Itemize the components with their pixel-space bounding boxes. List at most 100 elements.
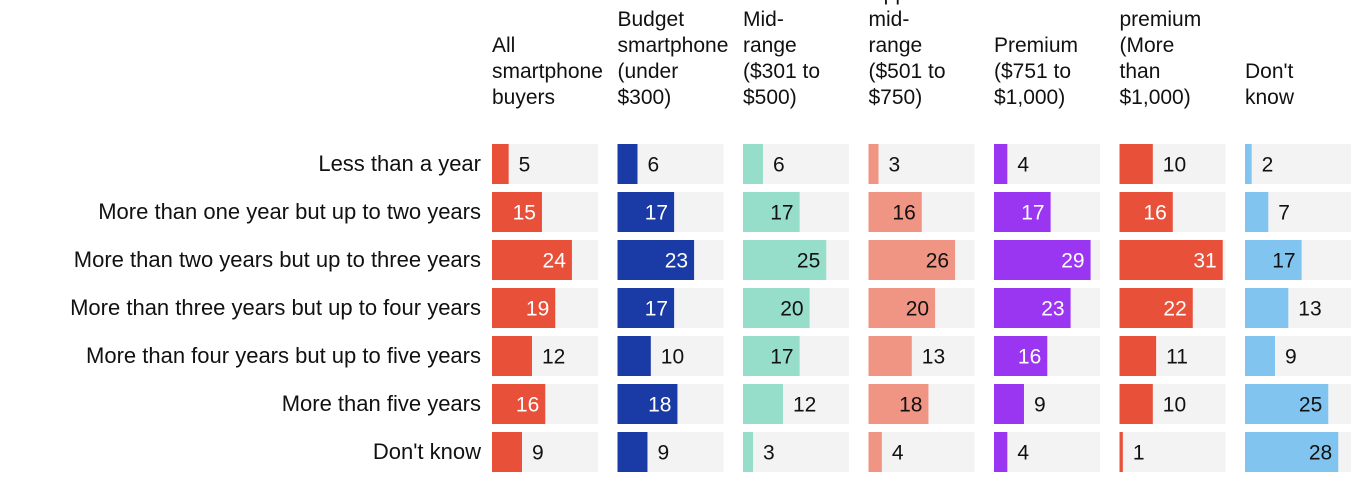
data-label: 23 bbox=[665, 250, 688, 273]
bar bbox=[743, 432, 753, 472]
column-header-line: $1,000) bbox=[994, 86, 1065, 109]
data-label: 16 bbox=[1018, 346, 1041, 369]
bar bbox=[492, 336, 532, 376]
bar bbox=[743, 384, 783, 424]
bar bbox=[1245, 240, 1302, 280]
bar bbox=[868, 336, 912, 376]
column-header-line: ($301 to bbox=[743, 60, 820, 83]
bar-track bbox=[1245, 144, 1351, 184]
data-label: 7 bbox=[1278, 202, 1290, 225]
bar-track bbox=[868, 144, 975, 184]
bar bbox=[1119, 432, 1123, 472]
bar bbox=[1119, 240, 1223, 280]
bar bbox=[1119, 288, 1193, 328]
bar-track bbox=[868, 432, 975, 472]
data-label: 16 bbox=[892, 202, 915, 225]
bar bbox=[1245, 288, 1289, 328]
row-label: Less than a year bbox=[318, 151, 481, 176]
data-label: 10 bbox=[1163, 394, 1186, 417]
column-header-line: Ultra bbox=[1120, 0, 1165, 5]
data-label: 9 bbox=[532, 442, 544, 465]
data-label: 24 bbox=[543, 250, 567, 273]
bar bbox=[617, 240, 695, 280]
data-label: 1 bbox=[1133, 442, 1145, 465]
data-label: 19 bbox=[526, 298, 549, 321]
bar bbox=[743, 288, 810, 328]
data-label: 17 bbox=[1021, 202, 1044, 225]
column-header-line: $750) bbox=[869, 86, 923, 109]
data-label: 26 bbox=[926, 250, 949, 273]
data-label: 20 bbox=[906, 298, 929, 321]
data-label: 9 bbox=[1285, 346, 1297, 369]
data-label: 17 bbox=[770, 202, 793, 225]
row-label: More than one year but up to two years bbox=[98, 199, 481, 224]
column-header: Premium ($751 to $1,000) bbox=[994, 34, 1078, 109]
bar bbox=[868, 288, 936, 328]
bar bbox=[994, 192, 1051, 232]
bar bbox=[994, 144, 1008, 184]
bar-track bbox=[994, 144, 1100, 184]
bar bbox=[994, 336, 1048, 376]
bar bbox=[1245, 192, 1269, 232]
data-label: 16 bbox=[1143, 202, 1166, 225]
data-label: 29 bbox=[1061, 250, 1084, 273]
row-label: More than four years but up to five year… bbox=[86, 343, 481, 368]
bar bbox=[868, 240, 956, 280]
data-label: 18 bbox=[648, 394, 671, 417]
data-label: 4 bbox=[892, 442, 904, 465]
bar bbox=[1119, 336, 1157, 376]
column-header-line: premium bbox=[1120, 8, 1202, 31]
bar bbox=[617, 432, 648, 472]
data-label: 31 bbox=[1193, 250, 1216, 273]
data-label: 17 bbox=[645, 298, 668, 321]
data-label: 6 bbox=[773, 154, 785, 177]
column-header-line: know bbox=[1245, 86, 1295, 109]
bar bbox=[1119, 144, 1153, 184]
column-header-line: $500) bbox=[743, 86, 797, 109]
bar bbox=[868, 432, 882, 472]
data-label: 2 bbox=[1262, 154, 1274, 177]
data-label: 9 bbox=[657, 442, 669, 465]
column-header-line: smartphone bbox=[492, 60, 603, 83]
data-label: 3 bbox=[763, 442, 775, 465]
bar bbox=[492, 288, 556, 328]
column-header-line: (More bbox=[1120, 34, 1175, 57]
column-header: Budget smartphone (under $300) bbox=[618, 8, 729, 109]
bar bbox=[743, 144, 763, 184]
data-label: 5 bbox=[519, 154, 531, 177]
data-label: 22 bbox=[1163, 298, 1186, 321]
column-header-line: mid- bbox=[869, 8, 910, 31]
column-header-line: All bbox=[492, 34, 515, 57]
bar bbox=[1245, 384, 1329, 424]
data-label: 13 bbox=[922, 346, 945, 369]
row-label: More than two years but up to three year… bbox=[74, 247, 481, 272]
data-label: 28 bbox=[1309, 442, 1332, 465]
bar bbox=[492, 240, 572, 280]
data-label: 11 bbox=[1166, 346, 1188, 369]
bar bbox=[1245, 432, 1339, 472]
column-header: Mid-range ($301 to $500) bbox=[743, 8, 820, 109]
bar bbox=[743, 336, 800, 376]
bar-track bbox=[994, 432, 1100, 472]
bar bbox=[617, 384, 678, 424]
column-header-line: Budget bbox=[618, 8, 685, 31]
data-label: 4 bbox=[1017, 442, 1029, 465]
column-header-line: Upper bbox=[869, 0, 926, 5]
bar-track bbox=[743, 432, 849, 472]
column-header-line: (under bbox=[618, 60, 679, 83]
row-label: More than three years but up to four yea… bbox=[70, 295, 481, 320]
bar bbox=[492, 144, 509, 184]
bar bbox=[617, 288, 675, 328]
column-header-line: Premium bbox=[994, 34, 1078, 57]
data-label: 18 bbox=[899, 394, 922, 417]
bar bbox=[868, 144, 879, 184]
bar bbox=[994, 384, 1024, 424]
data-label: 6 bbox=[647, 154, 659, 177]
column-header-line: range bbox=[869, 34, 923, 57]
column-header-line: $1,000) bbox=[1120, 86, 1191, 109]
column-header-line: ($501 to bbox=[869, 60, 946, 83]
data-label: 23 bbox=[1041, 298, 1064, 321]
column-header-line: range bbox=[743, 34, 797, 57]
bar bbox=[868, 192, 922, 232]
